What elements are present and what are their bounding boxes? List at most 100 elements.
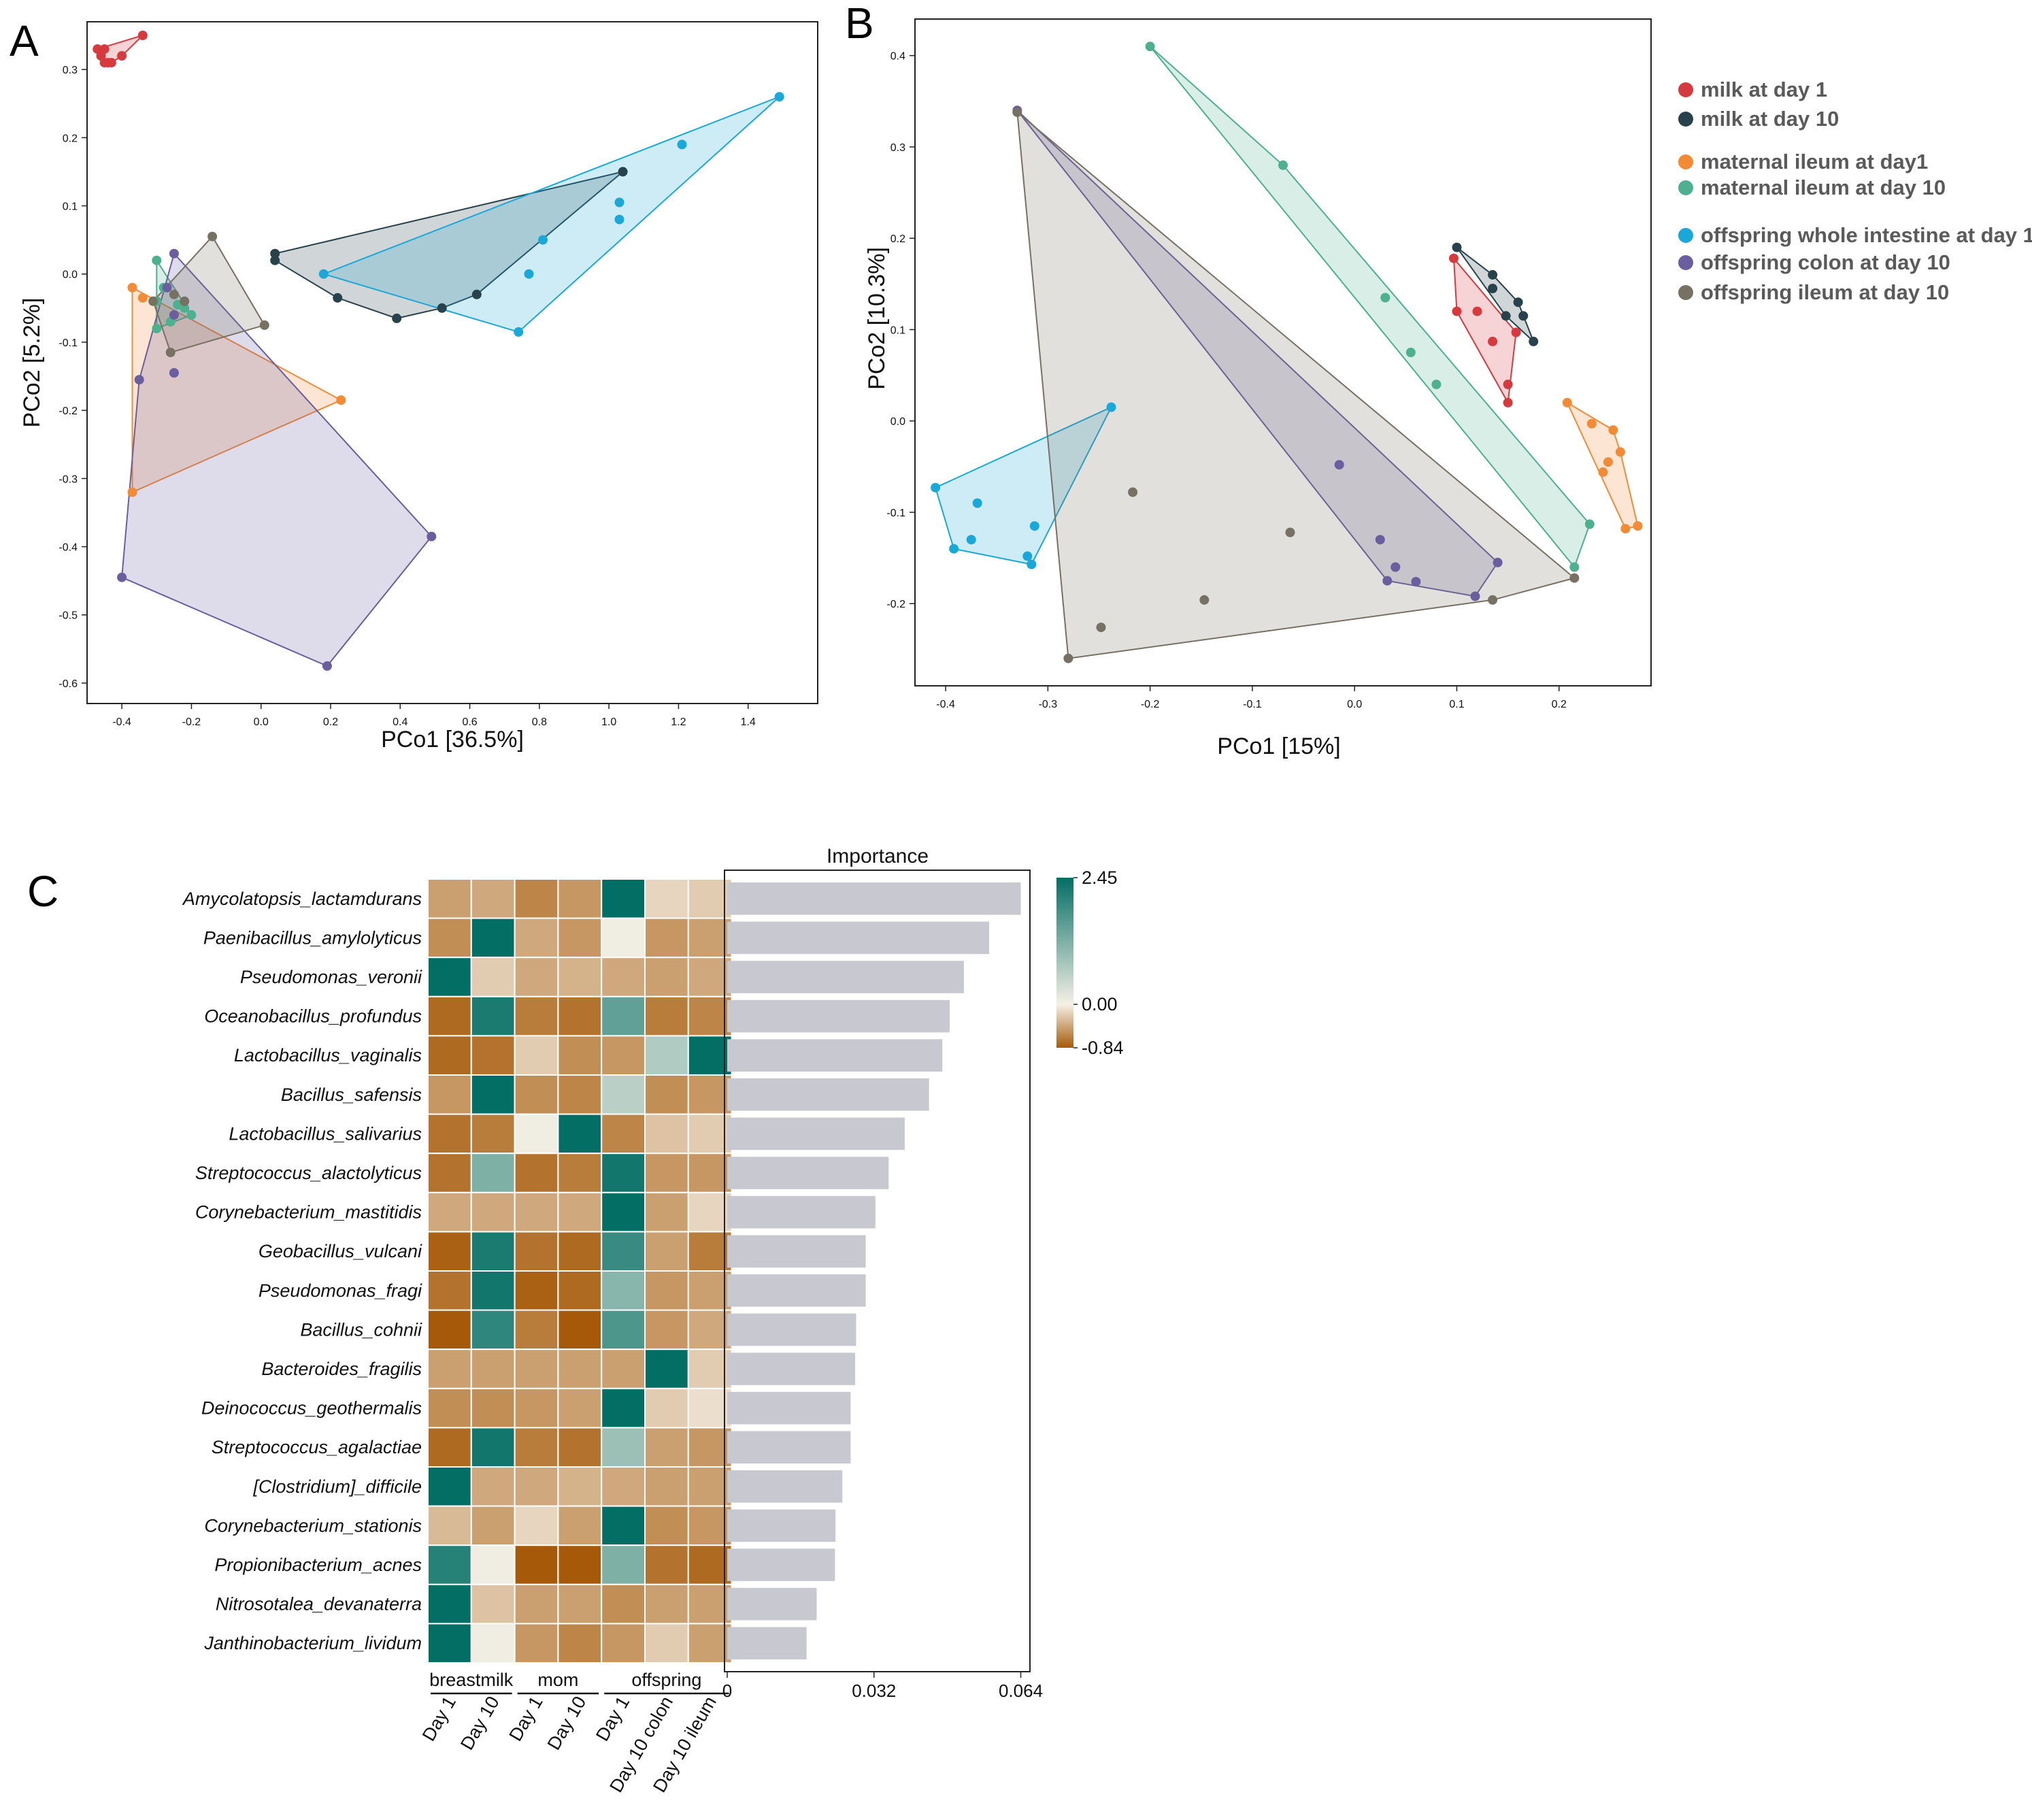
legend-marker-maternal-ileum-at-day-10 — [1678, 180, 1693, 195]
hull-milk-at-day-10 — [274, 171, 624, 319]
y-tick-label: -0.2 — [59, 406, 78, 417]
point-milk-at-day-10 — [333, 293, 343, 303]
x-tick-label: 0.4 — [393, 716, 407, 728]
heatmap-cell — [687, 1113, 733, 1155]
point-maternal-ileum-at-day1 — [137, 293, 148, 303]
row-label: Amycolatopsis_lactamdurans — [182, 889, 422, 909]
row-label: Bacteroides_fragilis — [261, 1359, 422, 1379]
x-tick-label: 0.1 — [1449, 699, 1464, 710]
point-milk-at-day-10 — [1518, 311, 1529, 321]
heatmap-cell — [514, 1309, 559, 1351]
row-label: Oceanobacillus_profundus — [204, 1006, 422, 1027]
heatmap-cell — [687, 1309, 733, 1351]
x-tick-label: 1.4 — [741, 716, 756, 728]
y-tick-label: -0.2 — [886, 599, 905, 610]
legend-label-maternal-ileum-at-day1: maternal ileum at day1 — [1701, 150, 1928, 173]
x-tick-label: 0.0 — [1347, 699, 1362, 710]
importance-tick-label: 0 — [722, 1681, 732, 1701]
point-offspring-whole-intestine-at-day-1 — [524, 269, 534, 279]
heatmap-cell — [687, 1074, 733, 1115]
heatmap-cell — [427, 1466, 472, 1507]
y-tick-label: -0.3 — [59, 474, 78, 485]
heatmap-cell — [427, 1113, 472, 1155]
heatmap-cell — [470, 1387, 516, 1429]
heatmap-cell — [644, 1113, 689, 1155]
point-offspring-ileum-at-day-10 — [1569, 573, 1580, 583]
heatmap-cell — [427, 1623, 472, 1664]
point-maternal-ileum-at-day-10 — [152, 255, 162, 265]
point-milk-at-day-1 — [99, 58, 110, 68]
heatmap-cell — [470, 878, 516, 919]
point-offspring-ileum-at-day-10 — [169, 289, 179, 299]
heatmap-cell — [687, 957, 733, 997]
row-label: Streptococcus_alactolyticus — [195, 1163, 422, 1183]
column-label: Day 10 — [544, 1693, 590, 1753]
row-label: Bacillus_cohnii — [300, 1319, 422, 1340]
point-milk-at-day-10 — [1501, 311, 1511, 321]
heatmap-cell — [470, 1466, 516, 1507]
legend: milk at day 1 milk at day 10 maternal ileu… — [1678, 78, 2032, 304]
point-milk-at-day-10 — [437, 303, 447, 313]
point-maternal-ileum-at-day1 — [1603, 457, 1613, 467]
heatmap-cell — [687, 1583, 733, 1625]
importance-bar — [727, 1627, 807, 1659]
heatmap-cell — [601, 1544, 646, 1585]
importance-bar — [727, 1274, 866, 1307]
heatmap-cell — [470, 1231, 516, 1272]
legend-label-offspring-whole-intestine-at-day-1: offspring whole intestine at day 1 — [1701, 223, 2032, 247]
heatmap-row-labels: Amycolatopsis_lactamdurans Paenibacillus_… — [182, 889, 422, 1653]
heatmap-cell — [557, 878, 603, 919]
heatmap-cell — [470, 1583, 516, 1625]
point-offspring-colon-at-day-10 — [117, 572, 127, 582]
point-offspring-ileum-at-day-10 — [259, 320, 269, 330]
heatmap-cell — [687, 1623, 733, 1664]
x-tick-label: -0.3 — [1039, 699, 1058, 710]
point-maternal-ileum-at-day1 — [1615, 447, 1625, 457]
heatmap-cell — [557, 1035, 603, 1076]
legend-label-maternal-ileum-at-day-10: maternal ileum at day 10 — [1701, 176, 1946, 199]
point-offspring-whole-intestine-at-day-1 — [931, 482, 941, 493]
point-offspring-whole-intestine-at-day-1 — [318, 269, 329, 279]
heatmap-cell — [687, 1427, 733, 1468]
row-label: [Clostridium]_difficile — [252, 1476, 422, 1497]
heatmap-cell — [427, 1583, 472, 1625]
heatmap-cell — [601, 917, 646, 959]
x-tick-label: 1.2 — [671, 716, 686, 728]
heatmap-cell — [470, 1191, 516, 1233]
heatmap-cell — [644, 1544, 689, 1585]
point-offspring-colon-at-day-10 — [134, 375, 144, 385]
heatmap-cell — [427, 917, 472, 959]
point-milk-at-day-1 — [1449, 253, 1459, 263]
row-label: Streptococcus_agalactiae — [212, 1437, 422, 1457]
heatmap-cell — [427, 878, 472, 919]
x-ticks-a: -0.4 -0.2 0.0 0.2 0.4 0.6 0.8 1.0 1.2 1.4 — [112, 704, 756, 728]
heatmap-cell — [514, 1113, 559, 1155]
y-tick-label: -0.5 — [59, 610, 78, 622]
point-offspring-ileum-at-day-10 — [1012, 107, 1022, 117]
point-layer-b — [931, 42, 1643, 663]
heatmap-cell — [687, 1387, 733, 1429]
heatmap-cell — [557, 1544, 603, 1585]
heatmap-cell — [687, 878, 733, 919]
legend-label-milk-at-day-10: milk at day 10 — [1701, 107, 1839, 131]
heatmap-cell — [644, 1309, 689, 1351]
importance-bar — [727, 921, 989, 955]
heatmap-cell — [427, 1153, 472, 1193]
heatmap-cell — [601, 1583, 646, 1625]
point-maternal-ileum-at-day1 — [1633, 521, 1643, 531]
point-offspring-whole-intestine-at-day-1 — [1027, 559, 1037, 569]
row-label: Corynebacterium_stationis — [204, 1515, 422, 1536]
point-offspring-colon-at-day-10 — [322, 661, 332, 671]
heatmap-cell — [470, 1544, 516, 1585]
legend-marker-maternal-ileum-at-day1 — [1678, 154, 1693, 169]
row-label: Nitrosotalea_devanaterra — [216, 1594, 422, 1615]
point-offspring-colon-at-day-10 — [427, 531, 437, 542]
y-ticks-a: 0.3 0.2 0.1 0.0 -0.1 -0.2 -0.3 -0.4 -0.5 -0.6 — [59, 65, 87, 690]
row-label: Lactobacillus_salivarius — [229, 1123, 422, 1144]
row-label: Geobacillus_vulcani — [259, 1241, 422, 1261]
point-maternal-ileum-at-day1 — [336, 395, 346, 406]
point-offspring-colon-at-day-10 — [1411, 577, 1421, 586]
heatmap-cell — [644, 917, 689, 959]
point-offspring-colon-at-day-10 — [169, 248, 179, 259]
heatmap-cell — [644, 1035, 689, 1076]
